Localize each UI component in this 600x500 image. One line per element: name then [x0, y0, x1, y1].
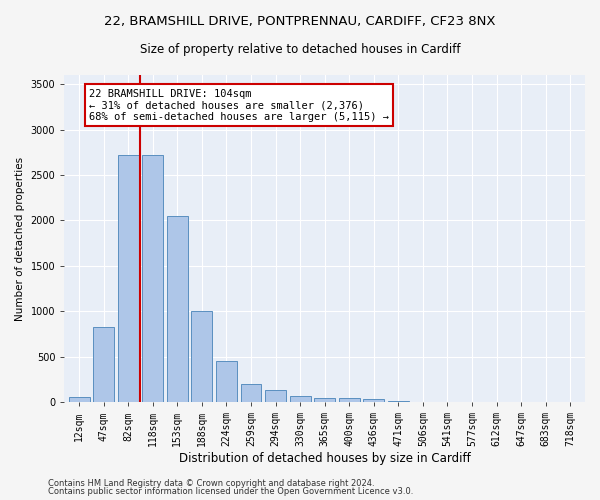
Bar — [241, 384, 262, 402]
Text: Contains HM Land Registry data © Crown copyright and database right 2024.: Contains HM Land Registry data © Crown c… — [48, 478, 374, 488]
Bar — [364, 400, 384, 402]
Text: Contains public sector information licensed under the Open Government Licence v3: Contains public sector information licen… — [48, 487, 413, 496]
Y-axis label: Number of detached properties: Number of detached properties — [15, 156, 25, 320]
Bar — [314, 398, 335, 402]
Bar — [339, 398, 359, 402]
Bar — [93, 326, 114, 402]
Bar — [118, 155, 139, 402]
Bar — [191, 312, 212, 402]
Bar — [142, 155, 163, 402]
Text: 22, BRAMSHILL DRIVE, PONTPRENNAU, CARDIFF, CF23 8NX: 22, BRAMSHILL DRIVE, PONTPRENNAU, CARDIF… — [104, 15, 496, 28]
Text: Size of property relative to detached houses in Cardiff: Size of property relative to detached ho… — [140, 42, 460, 56]
Bar — [167, 216, 188, 402]
Text: 22 BRAMSHILL DRIVE: 104sqm
← 31% of detached houses are smaller (2,376)
68% of s: 22 BRAMSHILL DRIVE: 104sqm ← 31% of deta… — [89, 88, 389, 122]
Bar — [290, 396, 311, 402]
Bar — [265, 390, 286, 402]
X-axis label: Distribution of detached houses by size in Cardiff: Distribution of detached houses by size … — [179, 452, 470, 465]
Bar — [68, 396, 89, 402]
Bar — [216, 362, 237, 402]
